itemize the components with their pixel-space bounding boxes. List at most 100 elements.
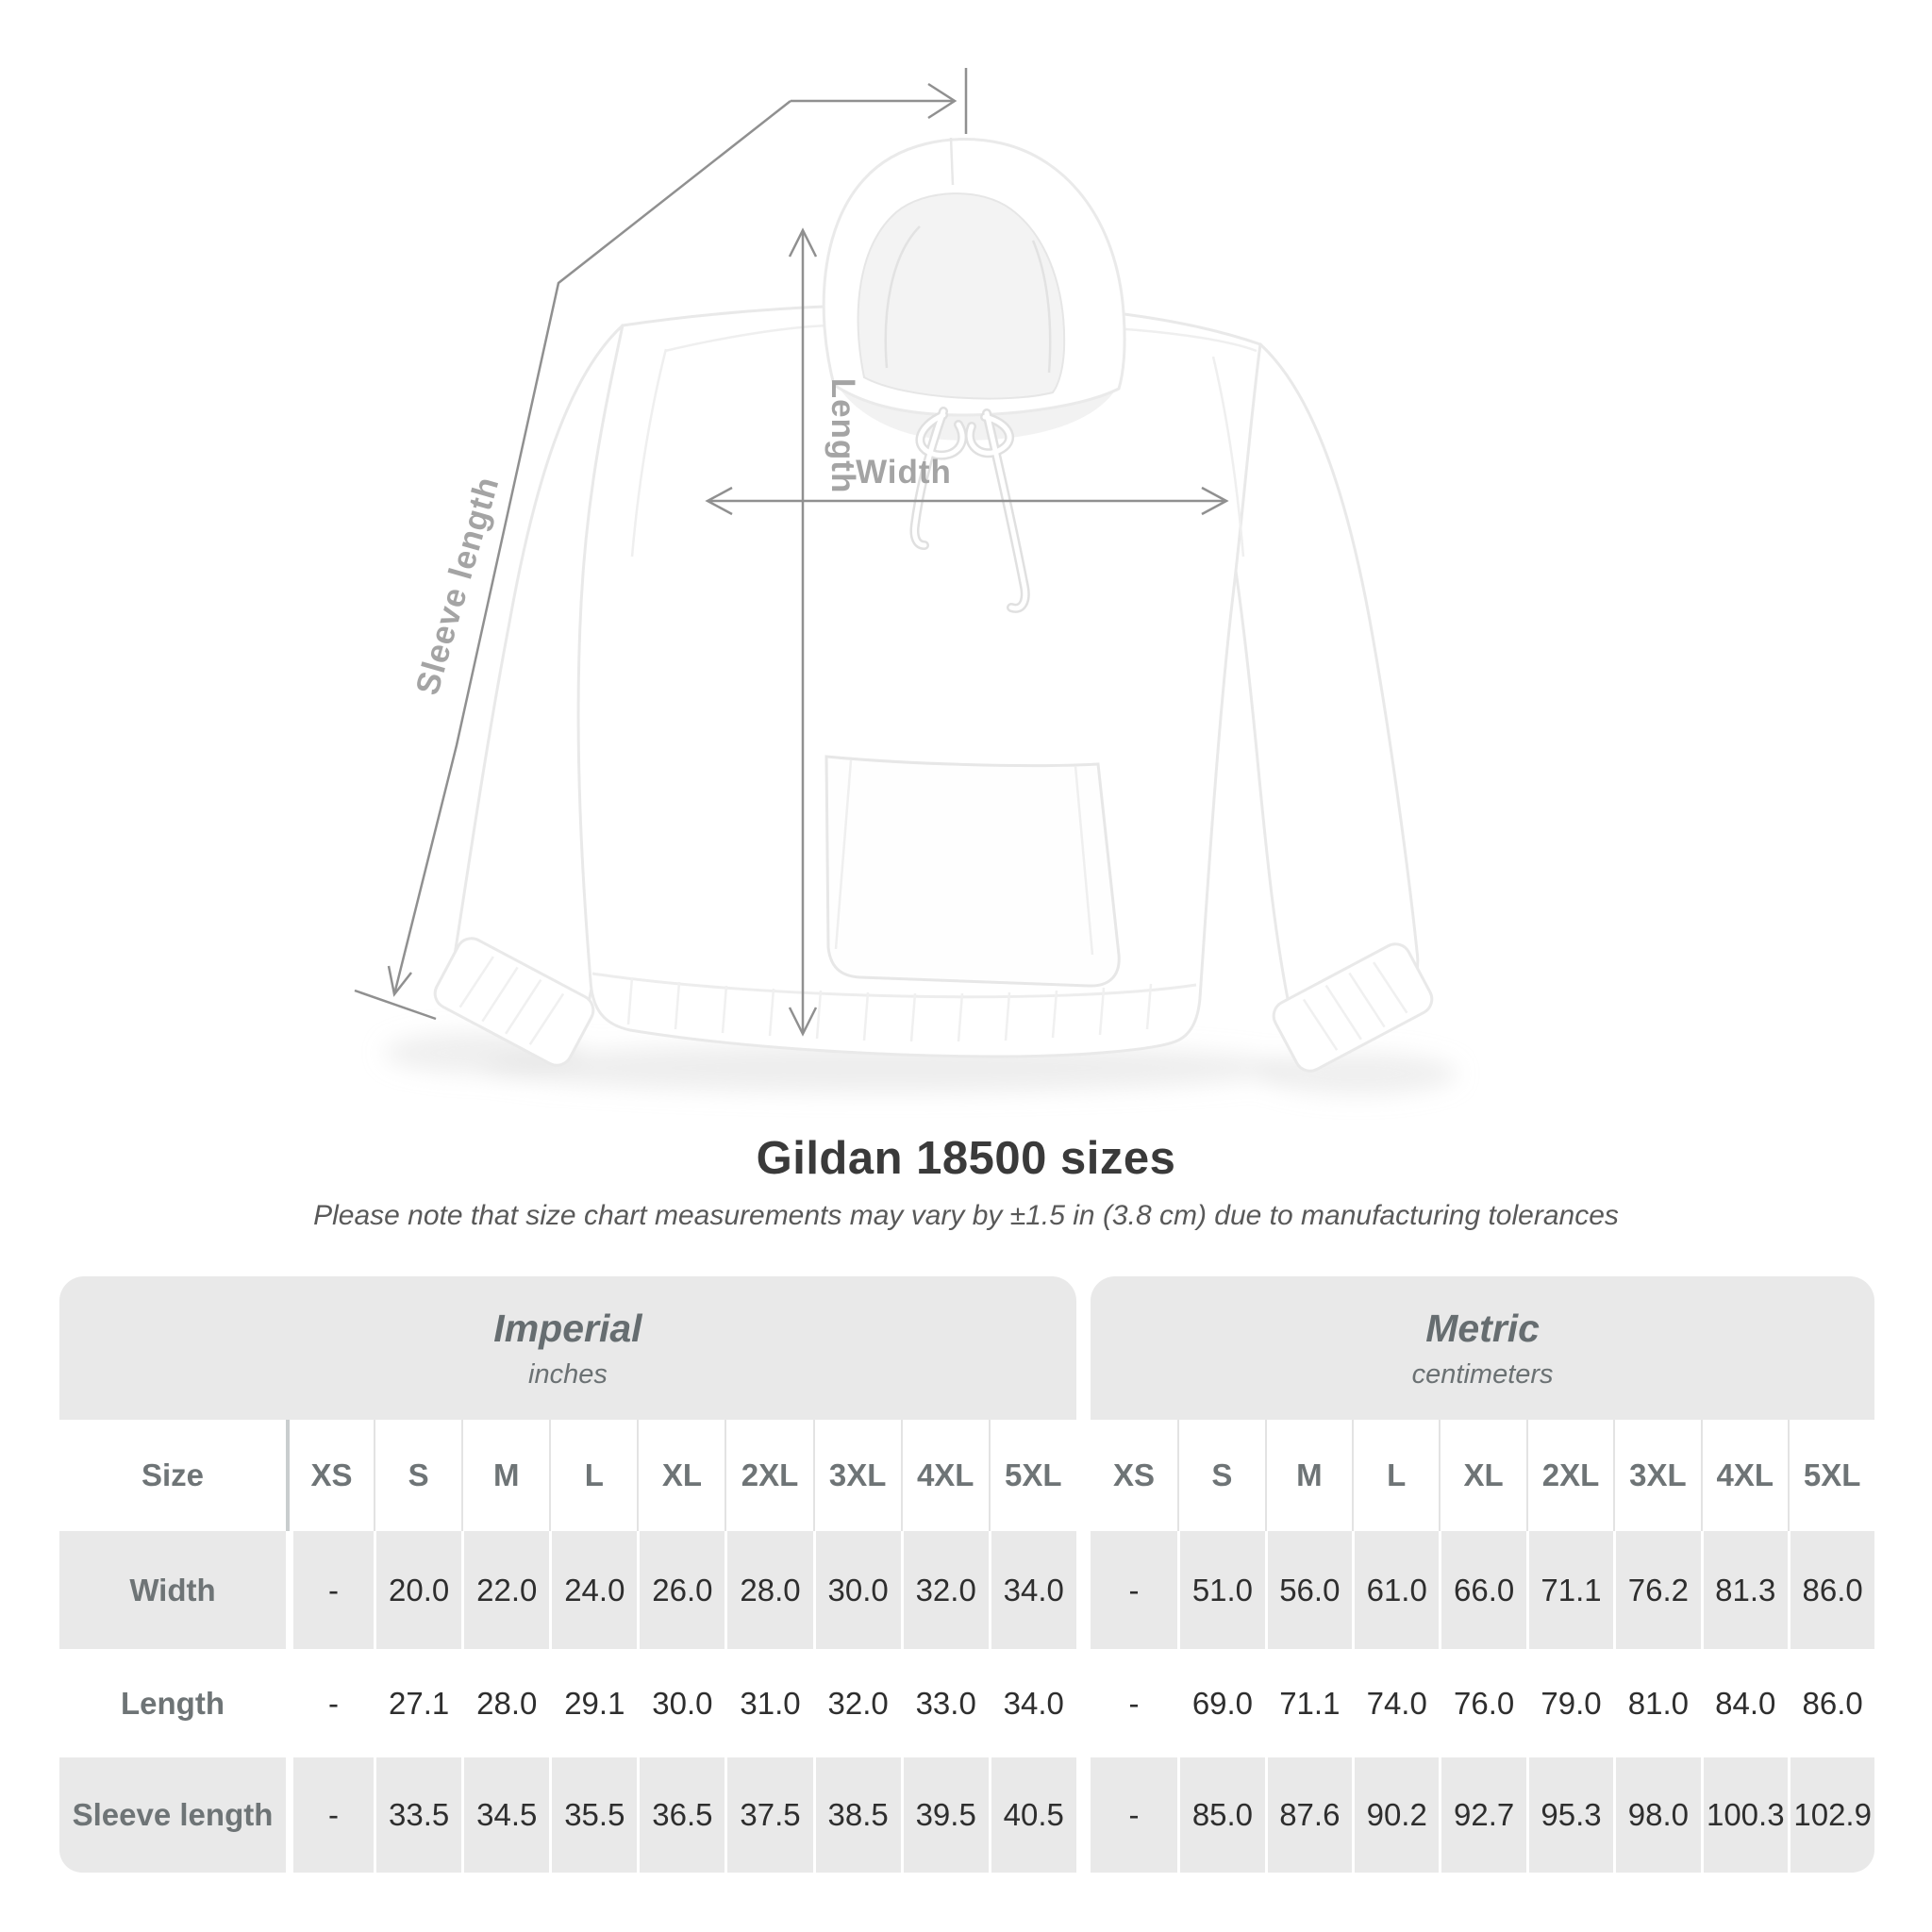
length-met-3xl: 81.0 [1613,1649,1701,1757]
col-header-met-2xl: 2XL [1525,1420,1614,1531]
neckline-shadow [840,389,1115,441]
col-header-imp-s: S [374,1420,462,1531]
length-imp-m: 28.0 [461,1649,550,1757]
unit-gap [1075,1649,1091,1757]
width-met-s: 51.0 [1177,1531,1265,1649]
col-header-met-3xl: 3XL [1613,1420,1701,1531]
col-header-met-m: M [1264,1420,1353,1531]
metric-unit-header: Metric centimeters [1090,1276,1875,1420]
width-imp-xl: 26.0 [637,1531,725,1649]
length-met-l: 74.0 [1352,1649,1440,1757]
col-header-imp-l: L [549,1420,638,1531]
col-header-met-4xl: 4XL [1700,1420,1788,1531]
row-label-length: Length [59,1649,286,1757]
col-header-imp-2xl: 2XL [724,1420,813,1531]
sleeve-met-4xl: 100.3 [1700,1757,1788,1873]
length-met-s: 69.0 [1177,1649,1265,1757]
hoodie-hood [822,137,1126,417]
width-imp-m: 22.0 [461,1531,550,1649]
length-imp-l: 29.1 [549,1649,638,1757]
sleeve-imp-2xl: 37.5 [724,1757,813,1873]
width-met-2xl: 71.1 [1525,1531,1614,1649]
metric-unit-name: Metric [1425,1306,1540,1350]
length-met-xl: 76.0 [1439,1649,1526,1757]
width-met-l: 61.0 [1352,1531,1440,1649]
width-met-xl: 66.0 [1439,1531,1526,1649]
col-header-imp-3xl: 3XL [812,1420,901,1531]
hoodie-measurement-diagram: Length Width Sleeve length [354,68,1457,1094]
width-imp-s: 20.0 [374,1531,462,1649]
unit-gap [1075,1757,1091,1873]
metric-unit-sub: centimeters [1411,1358,1554,1390]
row-label-width: Width [59,1531,286,1649]
length-imp-xs: - [286,1649,375,1757]
hoodie-drawstrings [909,407,1030,613]
sleeve-imp-s: 33.5 [374,1757,462,1873]
width-imp-2xl: 28.0 [724,1531,813,1649]
sleeve-met-3xl: 98.0 [1613,1757,1701,1873]
width-met-xs: - [1090,1531,1178,1649]
size-table: Imperial inches Metric centimeters Size … [59,1276,1875,1873]
hoodie-hem-band [591,972,1197,1042]
length-met-xs: - [1090,1649,1178,1757]
unit-gap [1075,1531,1091,1649]
col-header-met-s: S [1177,1420,1265,1531]
length-imp-2xl: 31.0 [724,1649,813,1757]
hoodie-pocket [824,755,1121,988]
length-met-5xl: 86.0 [1787,1649,1875,1757]
length-met-4xl: 84.0 [1700,1649,1788,1757]
sleeve-met-s: 85.0 [1177,1757,1265,1873]
measurement-lines [354,68,1229,1037]
length-line [788,227,818,1037]
unit-gap [1075,1276,1091,1420]
col-header-imp-xl: XL [637,1420,725,1531]
imperial-unit-sub: inches [528,1358,608,1390]
length-met-2xl: 79.0 [1525,1649,1614,1757]
col-header-met-xl: XL [1439,1420,1526,1531]
col-header-imp-m: M [461,1420,550,1531]
col-header-met-xs: XS [1090,1420,1178,1531]
width-imp-3xl: 30.0 [812,1531,901,1649]
page-title: Gildan 18500 sizes [756,1133,1176,1184]
length-imp-4xl: 33.0 [900,1649,989,1757]
hoodie-seams [630,324,1257,558]
col-header-imp-xs: XS [286,1420,375,1531]
tolerance-disclaimer: Please note that size chart measurements… [313,1200,1619,1231]
width-met-5xl: 86.0 [1787,1531,1875,1649]
row-label-sleeve-length: Sleeve length [59,1757,286,1873]
sleeve-imp-4xl: 39.5 [900,1757,989,1873]
col-header-met-l: L [1352,1420,1440,1531]
sleeve-met-xs: - [1090,1757,1178,1873]
sleeve-imp-5xl: 40.5 [988,1757,1076,1873]
unit-gap [1075,1420,1091,1531]
width-imp-5xl: 34.0 [988,1531,1076,1649]
length-imp-s: 27.1 [374,1649,462,1757]
width-met-3xl: 76.2 [1613,1531,1701,1649]
sleeve-met-l: 90.2 [1352,1757,1440,1873]
sleeve-imp-m: 34.5 [461,1757,550,1873]
hoodie-left-cuff [433,937,595,1067]
sleeve-met-xl: 92.7 [1439,1757,1526,1873]
length-imp-3xl: 32.0 [812,1649,901,1757]
sleeve-length-line [354,68,968,1021]
length-met-m: 71.1 [1264,1649,1353,1757]
col-header-met-5xl: 5XL [1787,1420,1875,1531]
width-label: Width [856,454,952,491]
sleeve-imp-xs: - [286,1757,375,1873]
sleeve-imp-3xl: 38.5 [812,1757,901,1873]
width-imp-l: 24.0 [549,1531,638,1649]
imperial-unit-name: Imperial [493,1306,642,1350]
sleeve-met-5xl: 102.9 [1787,1757,1875,1873]
col-header-imp-4xl: 4XL [900,1420,989,1531]
width-line [705,486,1229,516]
width-imp-xs: - [286,1531,375,1649]
hoodie-right-cuff [1272,942,1434,1073]
col-header-imp-5xl: 5XL [988,1420,1076,1531]
width-imp-4xl: 32.0 [900,1531,989,1649]
sleeve-met-2xl: 95.3 [1525,1757,1614,1873]
sleeve-met-m: 87.6 [1264,1757,1353,1873]
length-imp-5xl: 34.0 [988,1649,1076,1757]
imperial-unit-header: Imperial inches [59,1276,1076,1420]
width-met-4xl: 81.3 [1700,1531,1788,1649]
